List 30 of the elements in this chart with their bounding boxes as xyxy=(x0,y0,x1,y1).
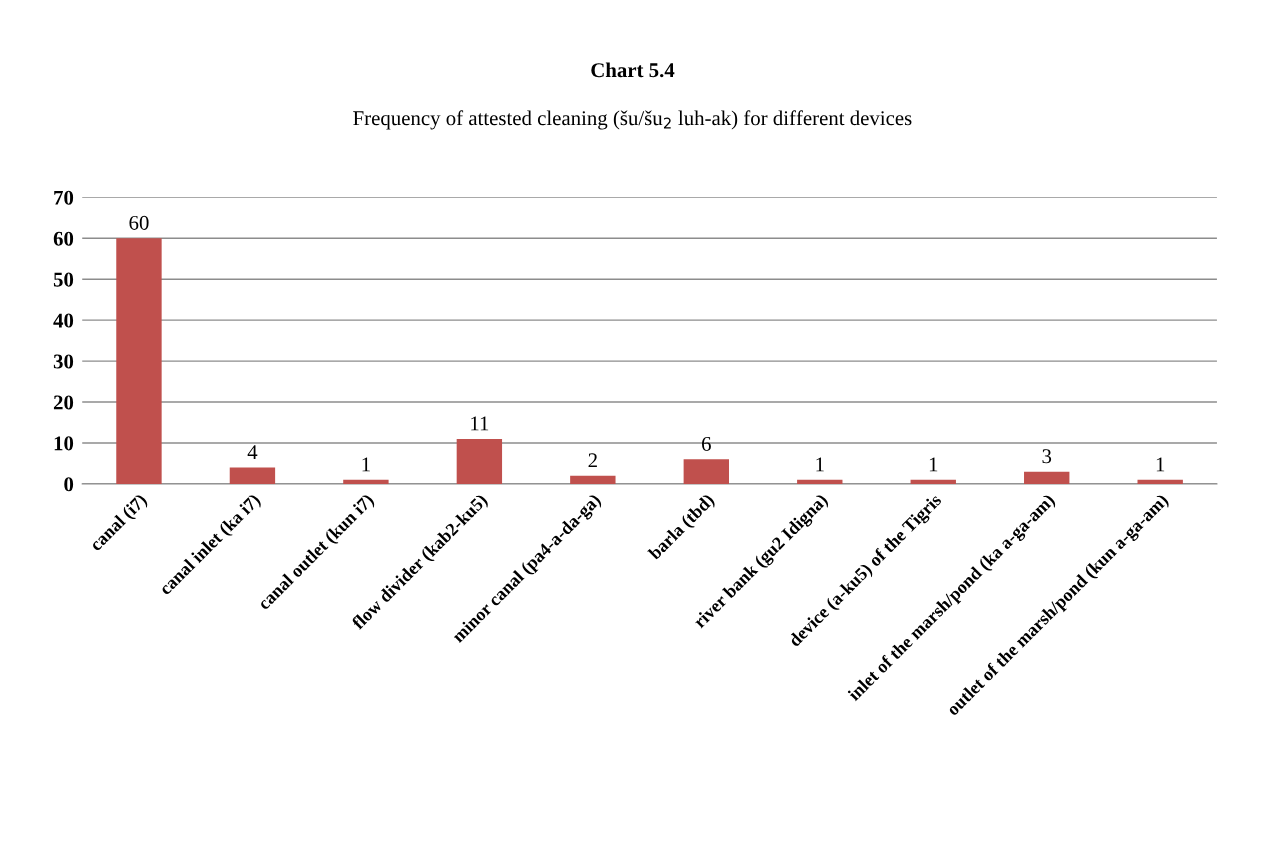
y-tick-label: 70 xyxy=(54,190,74,205)
bar xyxy=(1137,479,1183,484)
bar xyxy=(683,459,730,484)
bar xyxy=(1024,471,1070,484)
bar xyxy=(229,467,276,484)
y-tick-label: 20 xyxy=(53,395,74,410)
data-label: 6 xyxy=(702,436,711,451)
y-tick-label: 50 xyxy=(53,272,74,287)
data-label: 60 xyxy=(129,215,149,230)
data-label: 1 xyxy=(816,457,824,472)
y-tick-label: 0 xyxy=(64,477,74,492)
data-label: 1 xyxy=(362,457,370,472)
data-label: 3 xyxy=(1042,449,1052,464)
y-tick-label: 60 xyxy=(53,231,74,246)
bar xyxy=(116,238,162,484)
bar xyxy=(797,479,843,484)
data-label: 1 xyxy=(1156,457,1165,472)
y-tick-label: 30 xyxy=(53,354,74,369)
bar xyxy=(456,438,503,484)
chart-title: Chart 5.4 xyxy=(591,62,675,78)
bar xyxy=(343,479,389,484)
chart-subtitle: Frequency of attested cleaning (šu/šu$_{2}$ luh-ak) for different devices xyxy=(353,110,912,130)
data-label: 2 xyxy=(588,453,597,468)
bar xyxy=(910,479,956,484)
y-tick-label: 10 xyxy=(54,436,74,451)
y-tick-label: 40 xyxy=(53,313,74,328)
data-label: 1 xyxy=(929,457,938,472)
data-label: 11 xyxy=(471,416,489,431)
bar xyxy=(570,475,616,484)
data-label: 4 xyxy=(247,445,258,459)
